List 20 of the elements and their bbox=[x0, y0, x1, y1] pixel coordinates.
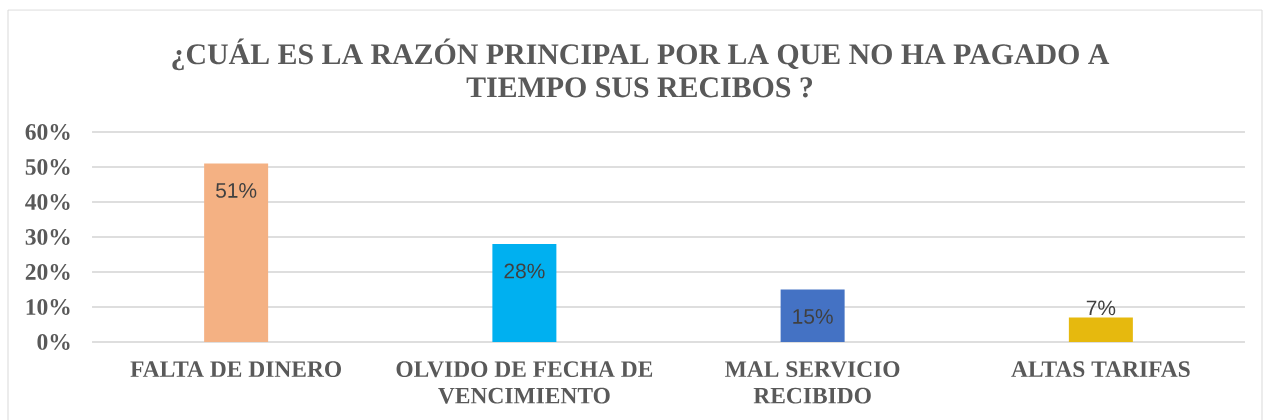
bar bbox=[780, 289, 845, 342]
x-tick-label: MAL SERVICIO RECIBIDO bbox=[725, 361, 900, 404]
y-tick-label: 50% bbox=[25, 159, 70, 175]
x-tick-label: ALTAS TARIFAS bbox=[1011, 361, 1190, 378]
chart-title: ¿CUÁL ES LA RAZÓN PRINCIPAL POR LA QUE NO HA PAGADO A TIEMPO SUS RECIBOS ? bbox=[172, 38, 1110, 98]
bar bbox=[204, 163, 269, 342]
y-tick-label: 40% bbox=[25, 194, 70, 210]
y-tick-label: 10% bbox=[26, 299, 70, 315]
data-label: 51% bbox=[216, 183, 257, 198]
y-tick-label: 20% bbox=[25, 264, 70, 280]
y-tick-label: 0% bbox=[37, 334, 70, 350]
x-tick-label: OLVIDO DE FECHA DE VENCIMIENTO bbox=[396, 361, 653, 404]
bar bbox=[492, 243, 557, 342]
x-tick-label: FALTA DE DINERO bbox=[130, 361, 341, 378]
y-tick-label: 60% bbox=[25, 124, 70, 140]
data-label: 28% bbox=[504, 263, 545, 279]
data-label: 15% bbox=[793, 309, 833, 324]
bar bbox=[1068, 317, 1133, 342]
y-tick-label: 30% bbox=[25, 229, 70, 245]
data-label: 7% bbox=[1086, 300, 1116, 316]
